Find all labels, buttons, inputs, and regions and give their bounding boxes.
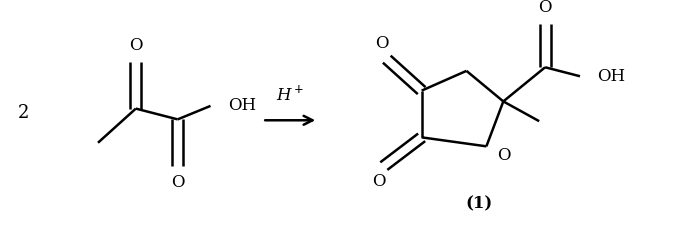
Text: O: O	[539, 0, 552, 16]
Text: O: O	[372, 173, 385, 190]
Text: O: O	[497, 147, 511, 164]
Text: O: O	[171, 174, 184, 191]
Text: OH: OH	[597, 68, 625, 85]
Text: (1): (1)	[466, 195, 493, 212]
Text: OH: OH	[228, 97, 256, 114]
Text: O: O	[129, 37, 142, 54]
Text: O: O	[375, 35, 389, 52]
Text: H$^+$: H$^+$	[276, 86, 304, 105]
Text: 2: 2	[18, 104, 29, 122]
